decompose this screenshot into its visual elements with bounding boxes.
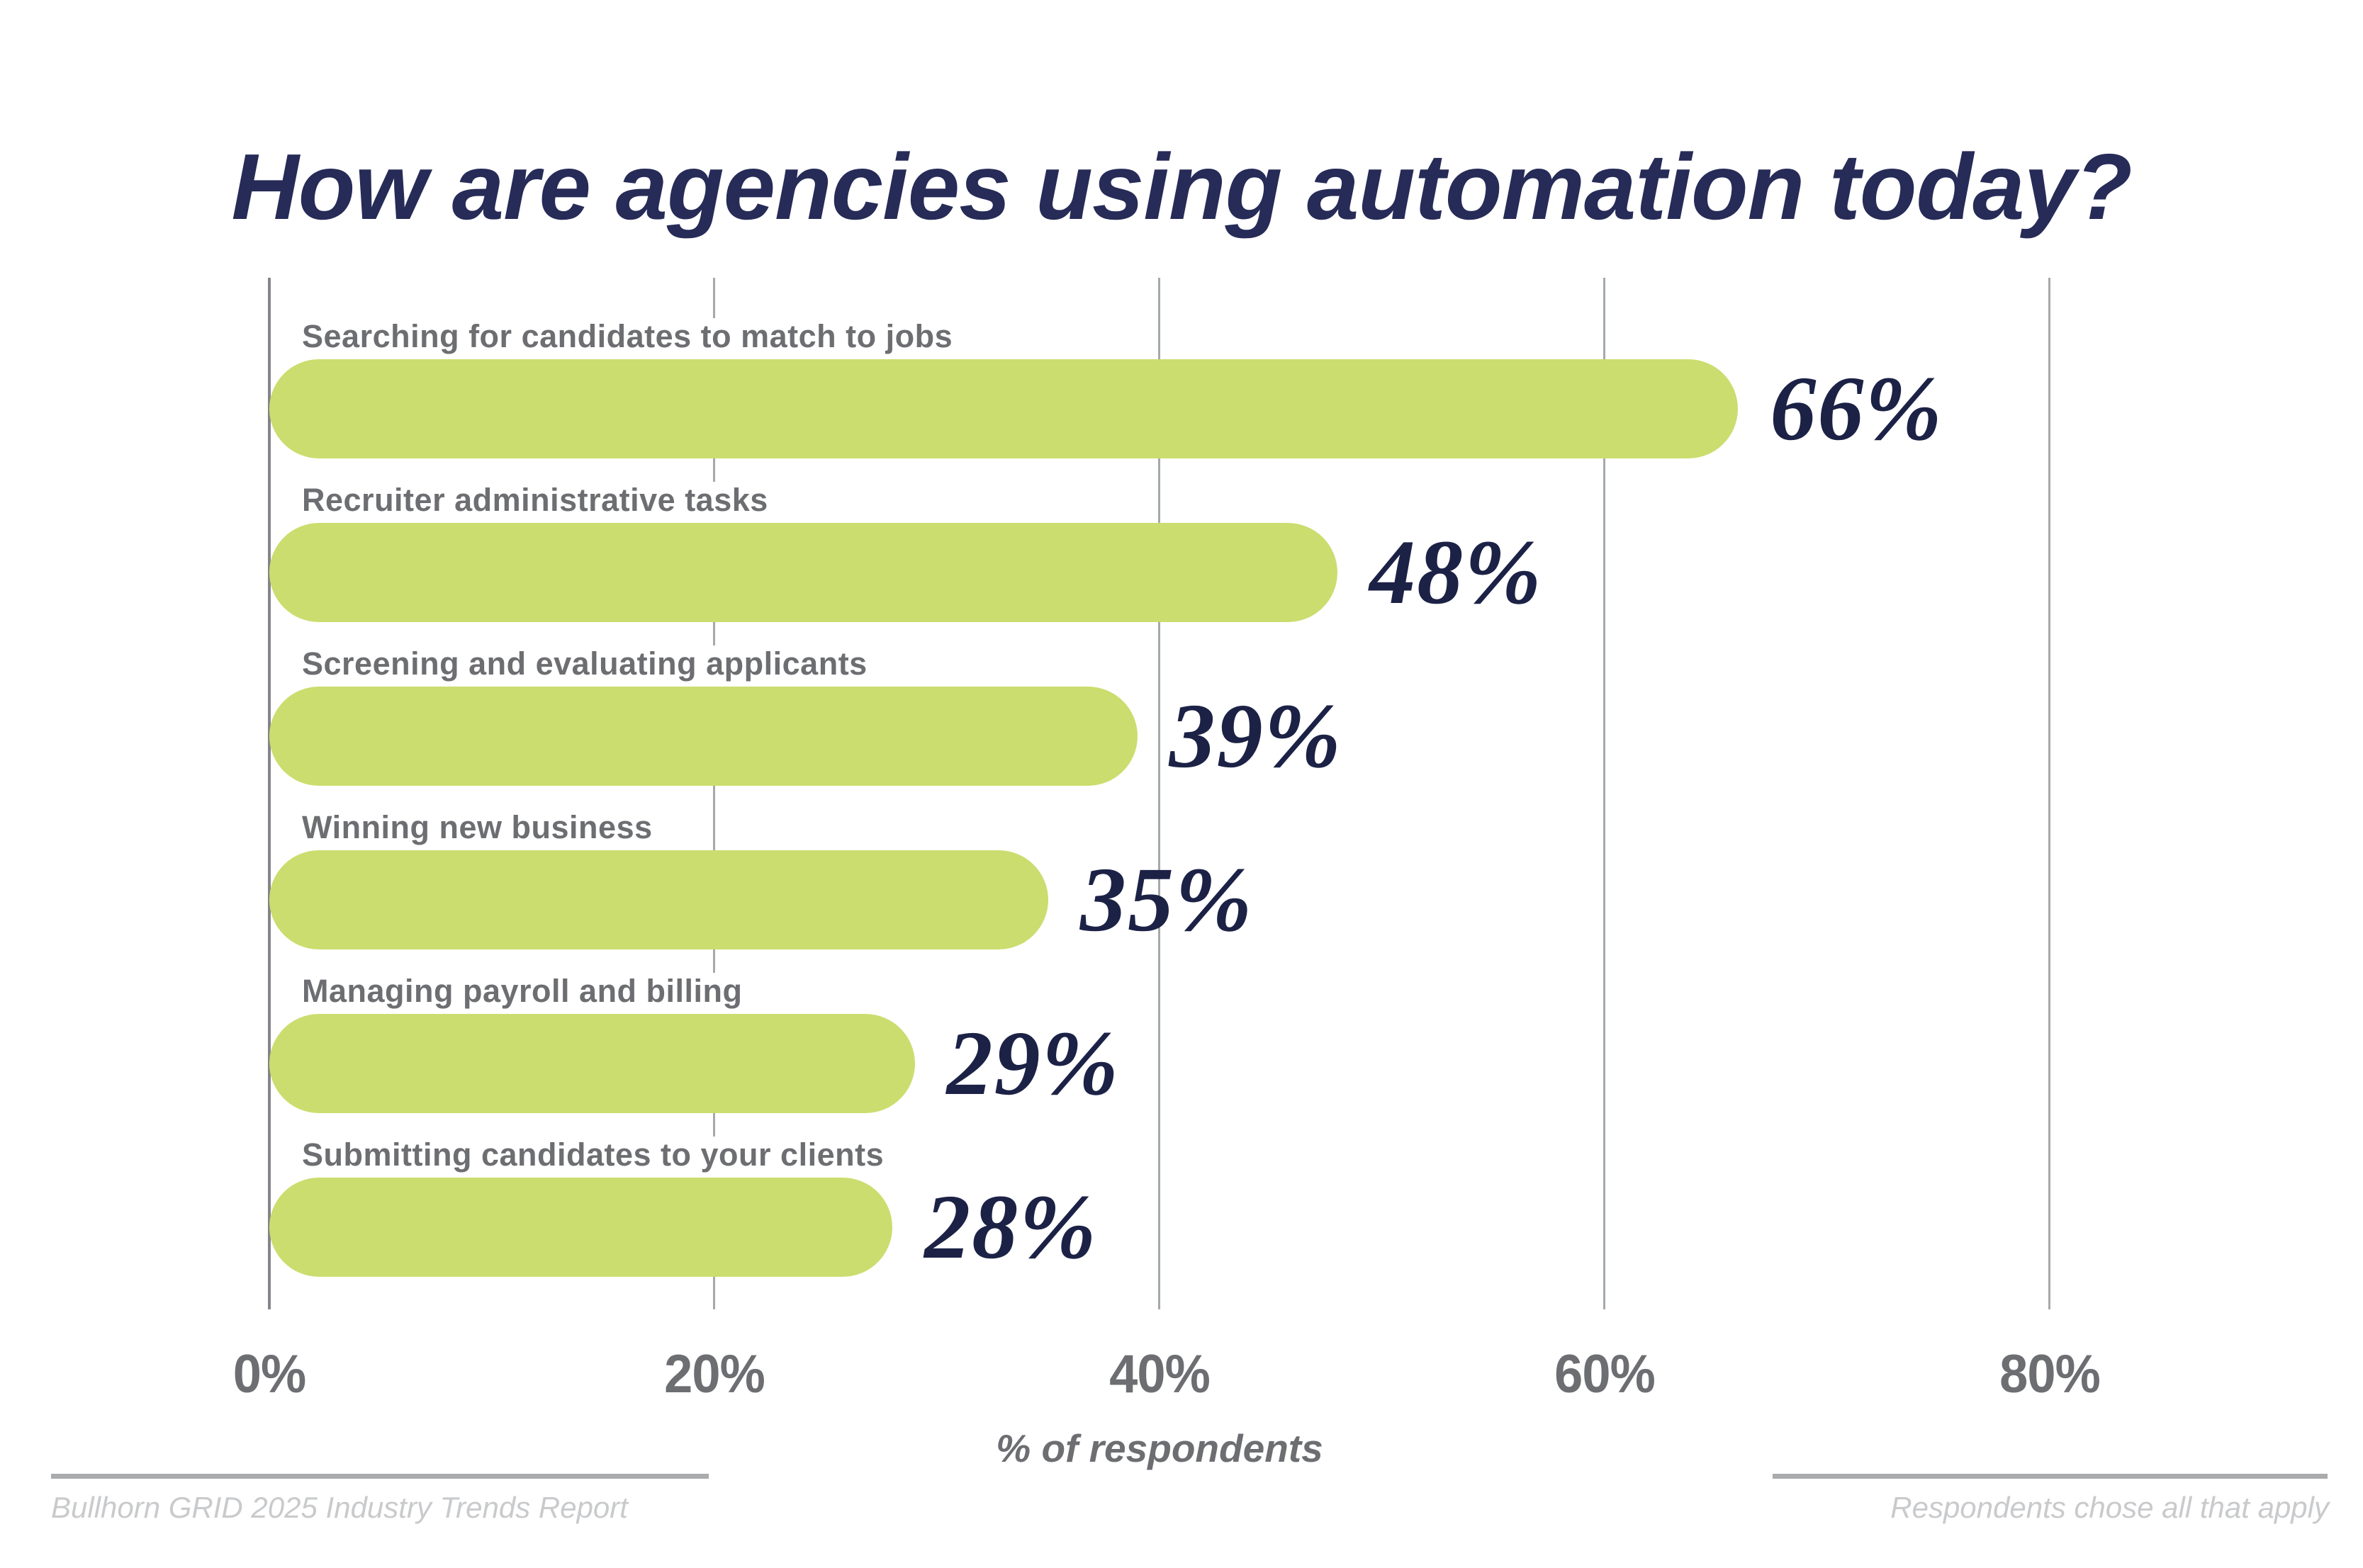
source-credit: Bullhorn GRID 2025 Industry Trends Repor… (51, 1491, 628, 1524)
x-tick-label: 40% (1109, 1344, 1211, 1404)
gridline-40pct (1158, 278, 1160, 1309)
category-label: Screening and evaluating applicants (302, 645, 889, 687)
bar-row: Searching for candidates to match to job… (269, 318, 2050, 460)
x-tick-label: 60% (1554, 1344, 1656, 1404)
gridline-20pct (713, 278, 715, 1309)
value-label: 39% (1169, 685, 1342, 787)
value-label: 66% (1770, 358, 1943, 460)
footer-rule-right (1773, 1474, 2328, 1479)
bar (269, 1014, 915, 1113)
footer-rule-left (51, 1474, 709, 1479)
x-tick-label: 20% (664, 1344, 765, 1404)
methodology-note: Respondents chose all that apply (1890, 1491, 2329, 1524)
bar-row: Winning new business 35% (269, 809, 2050, 951)
bar (269, 687, 1138, 786)
category-label: Winning new business (302, 809, 674, 850)
value-label: 48% (1369, 521, 1543, 624)
value-label: 28% (924, 1176, 1098, 1278)
bar (269, 359, 1739, 458)
bar-row: Submitting candidates to your clients 28… (269, 1136, 2050, 1278)
x-tick-label: 0% (232, 1344, 306, 1404)
gridline-80pct (2048, 278, 2050, 1309)
category-label: Managing payroll and billing (302, 973, 764, 1014)
bar (269, 850, 1048, 949)
gridline-0pct (268, 278, 271, 1309)
x-tick-label: 80% (1999, 1344, 2101, 1404)
value-label: 29% (946, 1013, 1120, 1115)
bar (269, 1178, 893, 1277)
category-label: Recruiter administrative tasks (302, 482, 790, 523)
plot-area: Searching for candidates to match to job… (268, 278, 2050, 1309)
value-label: 35% (1080, 849, 1254, 951)
category-label: Searching for candidates to match to job… (302, 318, 975, 359)
bar-row: Screening and evaluating applicants 39% (269, 645, 2050, 787)
gridline-60pct (1603, 278, 1605, 1309)
bar-row: Recruiter administrative tasks 48% (269, 482, 2050, 624)
category-label: Submitting candidates to your clients (302, 1136, 906, 1178)
bar (269, 523, 1338, 622)
chart-title: How are agencies using automation today? (231, 135, 2132, 239)
bar-row: Managing payroll and billing 29% (269, 973, 2050, 1115)
x-axis-title: % of respondents (996, 1426, 1323, 1470)
